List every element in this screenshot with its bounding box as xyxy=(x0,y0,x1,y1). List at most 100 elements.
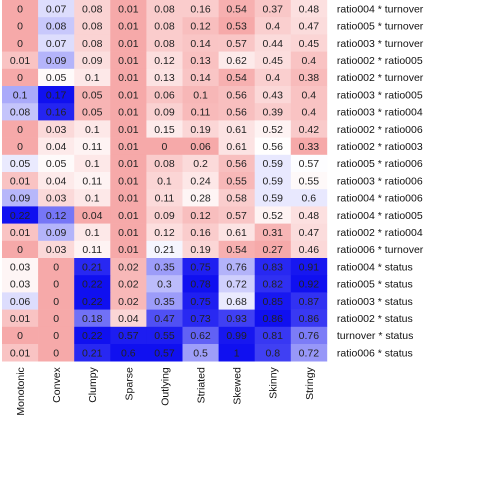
heatmap-cell xyxy=(74,240,111,259)
cell-value-label: 0.86 xyxy=(299,313,320,325)
cell-value-label: 0.06 xyxy=(10,296,31,308)
cell-value-label: 0.09 xyxy=(154,107,175,119)
cell-value-label: 0.1 xyxy=(85,124,100,136)
cell-value-label: 0 xyxy=(53,313,59,325)
row-label: ratio004 * ratio006 xyxy=(337,193,423,205)
cell-value-label: 0 xyxy=(17,330,23,342)
heatmap-cell xyxy=(290,51,328,70)
heatmap-cell xyxy=(182,326,219,345)
heatmap-cell xyxy=(110,137,147,156)
heatmap-cell xyxy=(74,223,111,242)
heatmap-cell xyxy=(38,275,75,293)
heatmap-cell xyxy=(218,189,255,207)
cell-value-label: 0.91 xyxy=(299,261,320,273)
cell-value-label: 0.58 xyxy=(226,193,247,205)
heatmap-cell xyxy=(2,309,39,328)
heatmap-cell xyxy=(38,292,75,310)
row-label: ratio002 * status xyxy=(337,313,413,325)
cell-value-label: 0.14 xyxy=(190,72,211,84)
heatmap-cell xyxy=(146,326,183,345)
cell-value-label: 0.01 xyxy=(10,55,31,67)
cell-value-label: 0.62 xyxy=(226,55,247,67)
cell-value-label: 0.01 xyxy=(118,175,139,187)
heatmap-cell xyxy=(74,34,111,52)
cell-value-label: 0 xyxy=(53,261,59,273)
heatmap-cell xyxy=(110,240,147,259)
heatmap-cell xyxy=(254,206,292,224)
heatmap-cell xyxy=(290,0,328,18)
heatmap-cell xyxy=(254,0,292,18)
row-label: turnover * status xyxy=(337,330,413,342)
heatmap-cell xyxy=(74,172,111,190)
row-label: ratio003 * turnover xyxy=(337,38,424,50)
heatmap-cell xyxy=(290,223,328,242)
heatmap-cell xyxy=(2,86,39,104)
cell-value-label: 0.81 xyxy=(263,330,284,342)
heatmap-cell xyxy=(254,68,292,87)
cell-value-label: 0.45 xyxy=(263,55,284,67)
heatmap-cell xyxy=(38,34,75,52)
heatmap-cell xyxy=(2,275,39,293)
cell-value-label: 0.04 xyxy=(46,141,67,153)
cell-value-label: 0.04 xyxy=(82,210,103,222)
heatmap-cell xyxy=(2,120,39,138)
cell-value-label: 0.11 xyxy=(155,193,175,205)
column-label: Sparse xyxy=(123,367,135,400)
heatmap-cell xyxy=(110,103,147,121)
cell-value-label: 0.38 xyxy=(299,72,320,84)
cell-value-label: 0.78 xyxy=(190,279,211,291)
cell-value-label: 0.04 xyxy=(46,175,67,187)
heatmap-cell xyxy=(254,154,292,173)
cell-value-label: 0.42 xyxy=(299,124,320,136)
row-label: ratio004 * turnover xyxy=(337,3,424,15)
cell-value-label: 0.21 xyxy=(82,347,103,359)
heatmap-cell xyxy=(290,275,328,293)
cell-value-label: 0.16 xyxy=(190,3,211,15)
cell-value-label: 0.22 xyxy=(10,210,31,222)
heatmap-cell xyxy=(38,309,75,328)
cell-value-label: 0.57 xyxy=(154,347,175,359)
heatmap-cell xyxy=(38,326,75,345)
cell-value-label: 0.08 xyxy=(46,21,67,33)
cell-value-label: 0.2 xyxy=(193,158,208,170)
cell-value-label: 0.72 xyxy=(299,347,320,359)
cell-value-label: 0.56 xyxy=(226,107,247,119)
cell-value-label: 0.15 xyxy=(154,124,175,136)
heatmap-cell xyxy=(38,206,75,224)
cell-value-label: 0 xyxy=(53,330,59,342)
cell-value-label: 0.01 xyxy=(118,55,139,67)
cell-value-label: 0.19 xyxy=(190,124,211,136)
heatmap-cell xyxy=(182,309,219,328)
heatmap-cell xyxy=(182,51,219,70)
cell-value-label: 0.86 xyxy=(263,313,284,325)
heatmap-cell xyxy=(110,344,147,362)
heatmap-cell xyxy=(146,292,183,310)
heatmap-cell xyxy=(182,103,219,121)
column-label: Monotonic xyxy=(15,367,27,415)
cell-value-label: 0.4 xyxy=(265,72,280,84)
cell-value-label: 0.07 xyxy=(46,3,67,15)
heatmap-cell xyxy=(110,275,147,293)
cell-value-label: 0.05 xyxy=(46,158,67,170)
heatmap-cell xyxy=(74,189,111,207)
heatmap-cell xyxy=(218,258,255,276)
cell-value-label: 0.55 xyxy=(299,175,320,187)
cell-value-label: 0.45 xyxy=(299,38,320,50)
cell-value-label: 0.09 xyxy=(46,227,67,239)
heatmap-cell xyxy=(2,0,39,18)
heatmap-cell xyxy=(146,137,183,156)
heatmap-cell xyxy=(254,103,292,121)
cell-value-label: 0.08 xyxy=(154,21,175,33)
cell-value-label: 0.05 xyxy=(82,107,103,119)
cell-value-label: 0.37 xyxy=(263,3,284,15)
cell-value-label: 0.03 xyxy=(46,244,67,256)
cell-value-label: 0.01 xyxy=(118,89,139,101)
heatmap-cell xyxy=(110,189,147,207)
heatmap-cell xyxy=(254,17,292,35)
heatmap-cell xyxy=(254,292,292,310)
cell-value-label: 0.1 xyxy=(85,193,100,205)
heatmap-cell xyxy=(218,223,255,242)
heatmap-cell xyxy=(290,309,328,328)
heatmap-cell xyxy=(74,68,111,87)
